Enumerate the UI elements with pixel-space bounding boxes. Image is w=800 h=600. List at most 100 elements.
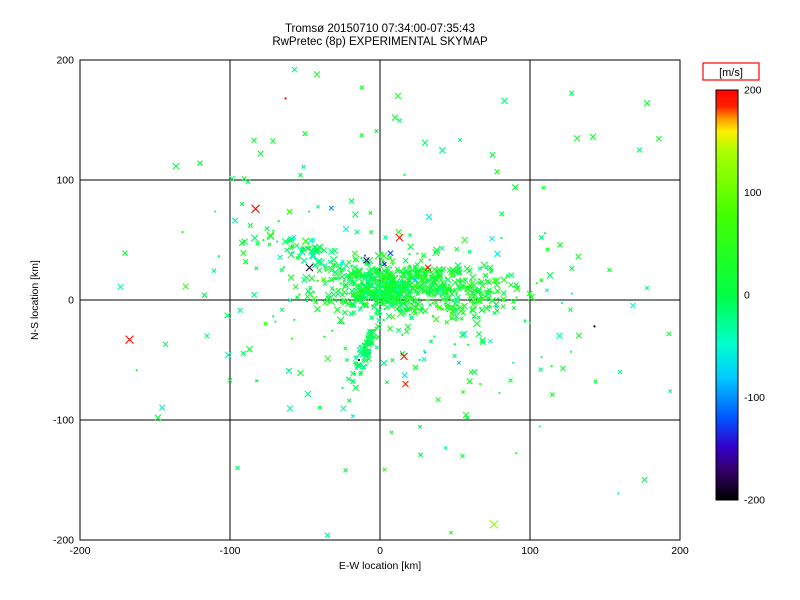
scatter-point: [544, 288, 549, 293]
scatter-point: [467, 294, 474, 301]
scatter-point: [431, 281, 434, 284]
scatter-point: [350, 265, 353, 268]
scatter-point: [404, 323, 411, 330]
scatter-point: [407, 270, 413, 277]
scatter-point: [421, 290, 424, 293]
scatter-point: [287, 250, 295, 259]
scatter-point: [452, 313, 460, 320]
scatter-point: [308, 274, 316, 283]
scatter-point: [479, 307, 482, 310]
scatter-point: [238, 239, 246, 247]
scatter-point: [538, 367, 544, 372]
scatter-point: [324, 532, 331, 539]
scatter-point: [407, 266, 410, 269]
scatter-point: [399, 350, 406, 357]
scatter-point: [291, 234, 297, 240]
scatter-point: [446, 310, 449, 313]
scatter-point: [463, 284, 472, 293]
scatter-point: [331, 268, 340, 277]
scatter-point: [322, 280, 328, 287]
scatter-point: [438, 146, 446, 154]
scatter-point: [353, 355, 359, 362]
scatter-point: [331, 262, 338, 268]
scatter-point: [224, 351, 232, 359]
scatter-point: [477, 266, 483, 271]
colorbar-tick-label: 0: [744, 290, 750, 302]
scatter-point: [306, 290, 314, 298]
scatter-point: [288, 245, 294, 251]
scatter-point: [154, 414, 162, 421]
scatter-point: [285, 367, 293, 375]
scatter-point: [350, 378, 356, 384]
scatter-point: [388, 294, 395, 300]
x-tick-label: 200: [671, 545, 689, 557]
scatter-point: [224, 312, 231, 319]
scatter-point: [370, 304, 375, 308]
scatter-point: [488, 290, 493, 295]
scatter-point: [593, 379, 598, 384]
scatter-point: [494, 308, 500, 314]
scatter-point: [365, 336, 371, 342]
scatter-point: [214, 210, 217, 213]
scatter-point: [397, 308, 402, 313]
scatter-point: [493, 281, 500, 289]
scatter-point: [369, 297, 372, 300]
scatter-point: [341, 288, 348, 296]
scatter-point: [488, 269, 493, 274]
scatter-point: [475, 297, 482, 304]
scatter-point: [374, 251, 383, 260]
scatter-point: [277, 254, 283, 261]
scatter-point: [445, 304, 451, 310]
scatter-point: [589, 133, 597, 141]
scatter-point: [391, 287, 394, 290]
scatter-point: [269, 138, 276, 145]
x-tick-label: -200: [69, 545, 90, 557]
scatter-point: [363, 257, 370, 264]
scatter-point: [308, 251, 317, 260]
colorbar-tick-label: 100: [744, 187, 762, 199]
scatter-point: [411, 288, 414, 291]
scatter-point: [409, 266, 412, 269]
scatter-point: [395, 327, 402, 333]
scatter-point: [429, 282, 437, 290]
scatter-point: [381, 302, 385, 307]
scatter-point: [387, 255, 393, 261]
scatter-point: [350, 370, 356, 377]
scatter-point: [423, 349, 426, 352]
scatter-point: [408, 313, 412, 316]
scatter-point: [286, 238, 291, 244]
scatter-point: [343, 268, 346, 271]
scatter-point: [461, 283, 465, 288]
scatter-point: [383, 287, 390, 294]
scatter-point: [407, 294, 410, 297]
scatter-point: [460, 389, 466, 395]
scatter-point: [353, 372, 357, 376]
scatter-point: [696, 344, 702, 350]
scatter-point: [526, 290, 533, 297]
scatter-point: [439, 245, 445, 252]
scatter-point: [298, 293, 301, 296]
scatter-point: [447, 283, 450, 286]
scatter-point: [425, 277, 432, 284]
scatter-point: [350, 414, 356, 419]
scatter-point: [429, 270, 437, 278]
scatter-point: [436, 304, 443, 311]
scatter-point: [479, 382, 482, 386]
scatter-point: [455, 294, 461, 301]
scatter-point: [539, 278, 544, 282]
scatter-point: [353, 296, 359, 302]
scatter-point: [250, 234, 259, 242]
scatter-point: [313, 71, 321, 78]
scatter-point: [405, 276, 413, 284]
scatter-point: [374, 128, 379, 134]
scatter-point: [379, 251, 384, 257]
scatter-point: [182, 283, 190, 290]
scatter-point: [331, 329, 334, 332]
scatter-points: [117, 66, 702, 539]
scatter-point: [405, 287, 410, 292]
scatter-point: [365, 363, 368, 367]
scatter-point: [287, 297, 293, 303]
colorbar-tick-label: -200: [744, 495, 765, 507]
scatter-point: [374, 286, 377, 289]
